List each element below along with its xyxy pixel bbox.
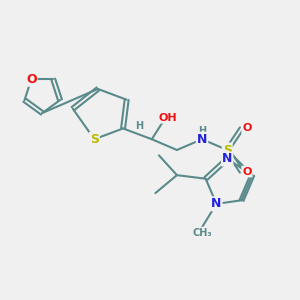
- Text: N: N: [222, 152, 232, 166]
- Text: S: S: [223, 143, 232, 157]
- Text: N: N: [197, 133, 207, 146]
- Text: S: S: [90, 133, 99, 146]
- Text: OH: OH: [159, 113, 177, 123]
- Text: O: O: [242, 124, 252, 134]
- Text: H: H: [198, 126, 206, 136]
- Text: O: O: [26, 73, 37, 86]
- Text: N: N: [211, 197, 222, 210]
- Text: CH₃: CH₃: [192, 228, 212, 238]
- Text: O: O: [242, 167, 252, 176]
- Text: H: H: [135, 121, 143, 130]
